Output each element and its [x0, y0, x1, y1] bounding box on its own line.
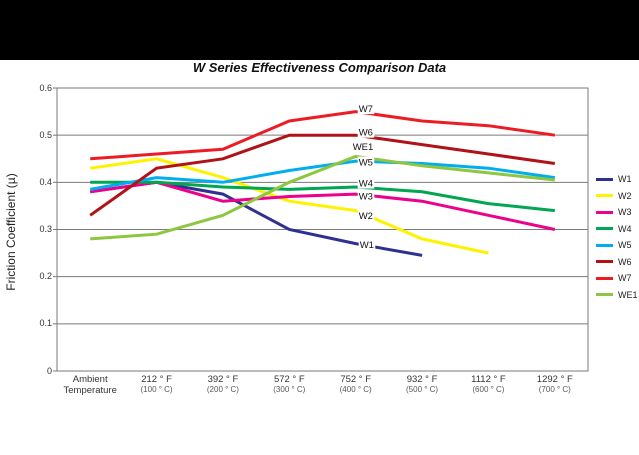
- legend-item-W1: W1: [596, 171, 638, 188]
- x-label-celsius: (100 ° C): [140, 385, 173, 394]
- series-label-W6: W6: [359, 128, 373, 139]
- x-label-fahrenheit: 1112 ° F: [471, 374, 506, 385]
- x-axis-label: 572 ° F (300 ° C): [252, 374, 326, 395]
- legend-line-swatch-W2: [596, 194, 613, 198]
- x-label-celsius: (700 ° C): [538, 385, 571, 394]
- x-axis-label: Ambient Temperature: [53, 374, 127, 396]
- legend-line-swatch-W3: [596, 210, 613, 214]
- x-label-celsius: (400 ° C): [339, 385, 372, 394]
- y-tick-label: 0.4: [39, 176, 52, 187]
- legend-label: W3: [618, 207, 632, 218]
- series-label-W7: W7: [359, 104, 373, 115]
- x-label-fahrenheit: 212 ° F: [141, 374, 172, 385]
- legend-label: W4: [618, 223, 632, 234]
- series-label-bg-W6: [357, 126, 375, 138]
- y-tick-label: 0.2: [39, 271, 52, 282]
- series-line-W7: [90, 110, 556, 161]
- legend-line-swatch-W5: [596, 243, 613, 247]
- y-tick-label: 0.1: [39, 318, 52, 329]
- x-label-fahrenheit: 392 ° F: [207, 374, 239, 385]
- x-axis-label: 212 ° F (100 ° C): [120, 374, 194, 395]
- x-label-celsius: Temperature: [63, 385, 117, 396]
- series-label-W4: W4: [359, 179, 373, 190]
- y-tick-label: 0.3: [39, 224, 52, 234]
- y-tick-label: 0.5: [39, 129, 52, 140]
- x-label-celsius: (300 ° C): [273, 385, 306, 394]
- series-label-bg-W7: [357, 103, 375, 115]
- series-line-W2: [89, 157, 489, 255]
- legend-label: WE1: [618, 289, 638, 300]
- series-line-W3: [89, 180, 556, 231]
- legend-label: W7: [618, 273, 632, 284]
- legend-item-WE1: WE1: [596, 287, 638, 304]
- x-label-celsius: (600 ° C): [472, 385, 505, 394]
- legend-item-W4: W4: [596, 221, 638, 238]
- x-label-fahrenheit: Ambient: [72, 374, 108, 385]
- series-label-bg-W2: [357, 210, 375, 222]
- legend-item-W5: W5: [596, 237, 638, 254]
- series-label-bg-WE1: [351, 140, 376, 152]
- legend: W1 W2 W3 W4 W5 W6 W7 WE1: [596, 171, 638, 303]
- y-tick-label: 0: [46, 365, 52, 376]
- series-label-WE1: WE1: [353, 142, 374, 153]
- series-label-bg-W4: [357, 177, 375, 189]
- x-axis-label: 392 ° F (200 ° C): [186, 374, 260, 395]
- series-label-W1: W1: [360, 240, 374, 251]
- series-line-W5: [89, 159, 556, 191]
- legend-item-W2: W2: [596, 188, 638, 205]
- top-black-band: [0, 0, 639, 60]
- x-axis-label: 932 ° F (500 ° C): [385, 374, 459, 395]
- series-line-W4: [90, 180, 555, 213]
- plot-border: [56, 87, 589, 372]
- legend-label: W6: [618, 256, 632, 267]
- legend-line-swatch-W6: [596, 260, 613, 264]
- legend-item-W6: W6: [596, 254, 638, 271]
- legend-line-swatch-W7: [596, 276, 613, 280]
- series-line-W6: [89, 133, 556, 217]
- legend-line-swatch-W4: [596, 227, 613, 231]
- series-line-WE1: [90, 154, 555, 241]
- legend-line-swatch-WE1: [596, 293, 613, 297]
- y-tick-label: 0.6: [39, 82, 52, 93]
- series-label-bg-W1: [358, 239, 376, 251]
- series-label-bg-W3: [357, 190, 375, 202]
- x-axis-label: 1292 ° F (700 ° C): [518, 374, 592, 395]
- x-label-fahrenheit: 572 ° F: [273, 374, 305, 385]
- legend-line-swatch-W1: [596, 177, 613, 181]
- x-axis-label: 752 ° F (400 ° C): [319, 374, 393, 395]
- legend-label: W5: [618, 240, 632, 251]
- x-label-fahrenheit: 932 ° F: [406, 374, 438, 385]
- x-label-fahrenheit: 752 ° F: [340, 374, 372, 385]
- legend-item-W7: W7: [596, 270, 638, 287]
- chart-title: W Series Effectiveness Comparison Data: [192, 60, 447, 75]
- legend-label: W1: [618, 174, 632, 185]
- legend-label: W2: [618, 190, 632, 201]
- x-axis-label: 1112 ° F (600 ° C): [451, 374, 525, 395]
- series-label-W3: W3: [359, 192, 373, 203]
- x-label-celsius: (200 ° C): [206, 385, 239, 394]
- x-label-fahrenheit: 1292 ° F: [536, 374, 573, 385]
- series-label-bg-W5: [357, 156, 375, 168]
- legend-item-W3: W3: [596, 204, 638, 221]
- series-label-W2: W2: [359, 211, 373, 222]
- series-label-W5: W5: [359, 158, 373, 169]
- x-label-celsius: (500 ° C): [406, 385, 439, 394]
